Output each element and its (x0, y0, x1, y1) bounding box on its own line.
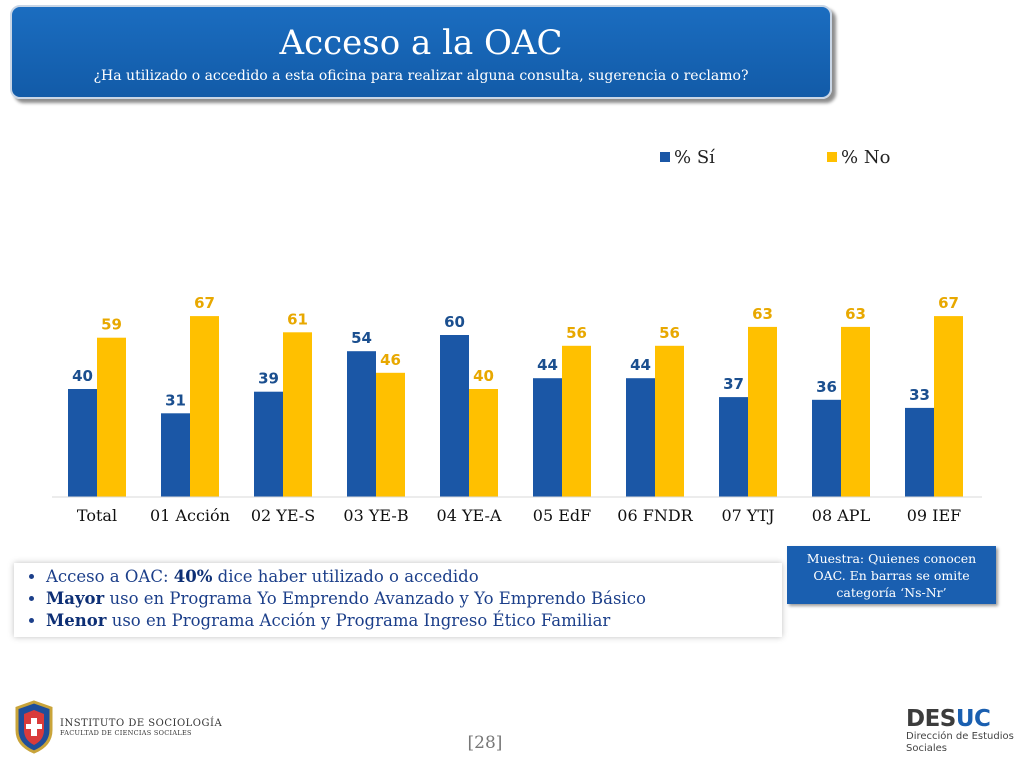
finding-item: Acceso a OAC: 40% dice haber utilizado o… (46, 566, 782, 588)
chart-bars (68, 316, 963, 497)
bar-si (68, 389, 97, 497)
category-label: 02 YE-S (251, 506, 315, 525)
desuc-sub-1: Dirección de Estudios (906, 731, 1014, 742)
bar-si (719, 397, 748, 497)
chart-category-labels: Total 01 Acción 02 YE-S 03 YE-B 04 YE-A 05 Ed… (77, 506, 961, 525)
desuc-sub-2: Sociales (906, 743, 948, 754)
value-label-si: 39 (258, 370, 279, 388)
chart-value-labels: 40 59 31 67 39 61 54 46 60 40 44 56 44 56 37 63 36 63 33 67 (72, 294, 959, 409)
desuc-logo: DESUC Dirección de Estudios Sociales (906, 707, 1014, 755)
legend-label-si: % Sí (674, 147, 715, 168)
page-number: [28] (467, 733, 503, 753)
sample-note: Muestra: Quienes conocen OAC. En barras … (787, 546, 996, 604)
value-label-no: 59 (101, 316, 122, 334)
category-label: 05 EdF (533, 506, 591, 525)
bar-si (440, 335, 469, 497)
bar-si (347, 351, 376, 497)
bar-no (562, 345, 591, 497)
key-findings: Acceso a OAC: 40% dice haber utilizado o… (14, 563, 782, 637)
value-label-si: 44 (630, 356, 651, 374)
bar-no (97, 337, 126, 497)
faculty-name: FACULTAD DE CIENCIAS SOCIALES (60, 728, 192, 737)
bar-no (934, 316, 963, 497)
bar-no (655, 345, 684, 497)
value-label-si: 44 (537, 356, 558, 374)
bar-si (533, 378, 562, 497)
value-label-si: 60 (444, 313, 465, 331)
bar-no (841, 326, 870, 497)
value-label-no: 61 (287, 310, 308, 328)
value-label-si: 31 (165, 391, 186, 409)
bar-si (626, 378, 655, 497)
value-label-si: 33 (909, 386, 930, 404)
bar-si (254, 391, 283, 497)
bar-no (190, 316, 219, 497)
value-label-no: 63 (845, 305, 866, 323)
bar-si (905, 407, 934, 497)
page-subtitle: ¿Ha utilizado o accedido a esta oficina … (93, 68, 749, 84)
value-label-no: 46 (380, 351, 401, 369)
category-label: 07 YTJ (721, 506, 774, 525)
value-label-no: 67 (938, 294, 959, 312)
bar-no (283, 332, 312, 497)
value-label-no: 56 (566, 324, 587, 342)
bar-si (161, 413, 190, 497)
title-banner: Acceso a la OAC ¿Ha utilizado o accedido… (10, 5, 832, 99)
category-label: 04 YE-A (437, 506, 502, 525)
value-label-no: 63 (752, 305, 773, 323)
category-label: Total (77, 506, 117, 525)
findings-list: Acceso a OAC: 40% dice haber utilizado o… (28, 566, 782, 632)
page-title: Acceso a la OAC (279, 23, 563, 63)
bar-no (376, 372, 405, 497)
finding-item: Mayor uso en Programa Yo Emprendo Avanza… (46, 588, 782, 610)
institute-name: INSTITUTO DE SOCIOLOGÍA (60, 717, 223, 729)
legend-swatch-si (660, 152, 670, 162)
bar-chart: % Sí % No 40 59 31 67 39 61 54 46 60 40 44 56 44 56 37 6… (52, 147, 982, 525)
bar-si (812, 399, 841, 497)
finding-item: Menor uso en Programa Acción y Programa … (46, 610, 782, 632)
legend-label-no: % No (841, 147, 890, 168)
desuc-brand: DESUC (906, 706, 991, 732)
bar-no (748, 326, 777, 497)
category-label: 06 FNDR (617, 506, 693, 525)
university-crest-icon (15, 700, 53, 754)
value-label-si: 36 (816, 378, 837, 396)
value-label-no: 40 (473, 367, 494, 385)
sociology-institute-logo: INSTITUTO DE SOCIOLOGÍA FACULTAD DE CIEN… (14, 700, 222, 754)
value-label-si: 54 (351, 329, 372, 347)
chart-legend: % Sí % No (660, 147, 890, 168)
category-label: 09 IEF (907, 506, 962, 525)
legend-swatch-no (827, 152, 837, 162)
value-label-no: 67 (194, 294, 215, 312)
value-label-no: 56 (659, 324, 680, 342)
value-label-si: 40 (72, 367, 93, 385)
category-label: 08 APL (812, 506, 871, 525)
category-label: 03 YE-B (343, 506, 408, 525)
category-label: 01 Acción (150, 506, 230, 525)
bar-no (469, 389, 498, 497)
value-label-si: 37 (723, 375, 744, 393)
